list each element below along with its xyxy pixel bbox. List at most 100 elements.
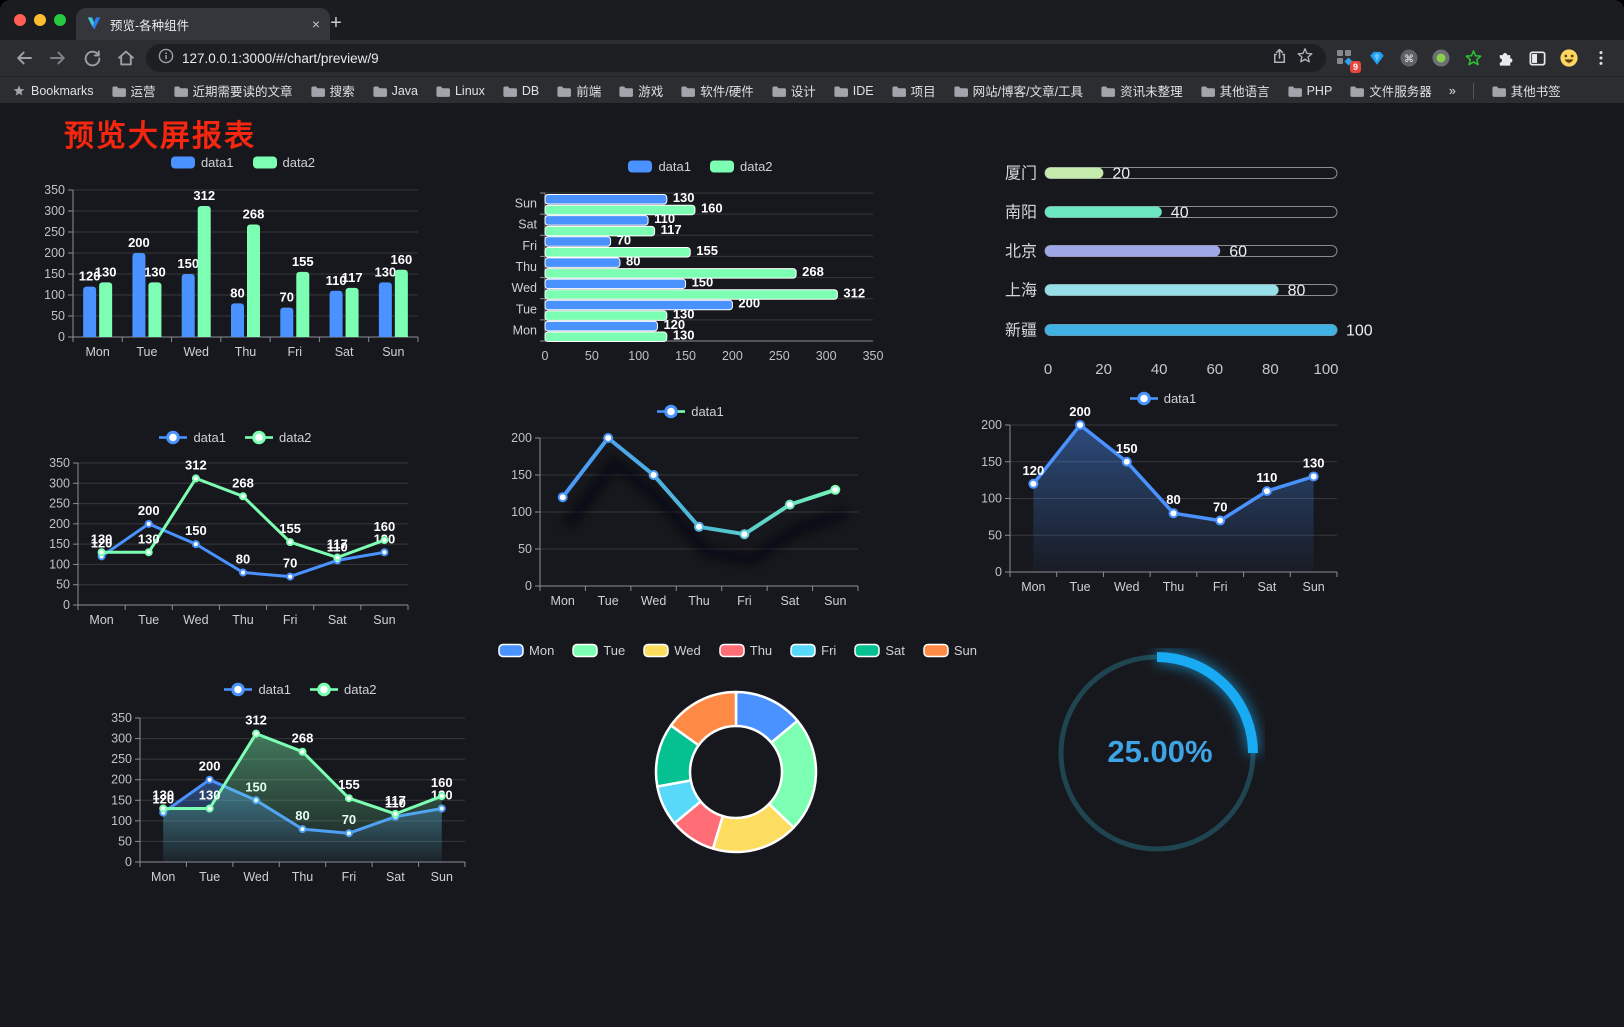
bookmark-item-Java[interactable]: Java (372, 84, 418, 98)
zoom-window-button[interactable] (54, 14, 66, 26)
bookmark-item-前端[interactable]: 前端 (556, 81, 601, 100)
svg-text:Sun: Sun (382, 345, 404, 359)
svg-text:Mon: Mon (1021, 580, 1045, 594)
bookmark-item-搜索[interactable]: 搜索 (310, 81, 355, 100)
legend-item-data1[interactable]: data1 (158, 430, 226, 445)
svg-text:Sat: Sat (1258, 580, 1277, 594)
legend-item-Sat[interactable]: Sat (854, 643, 905, 658)
new-tab-button[interactable]: + (330, 11, 342, 34)
bookmark-item-IDE[interactable]: IDE (833, 84, 874, 98)
svg-text:110: 110 (327, 539, 348, 554)
legend-item-data1[interactable]: data1 (656, 404, 724, 419)
bookmark-item-近期需要读的文章[interactable]: 近期需要读的文章 (173, 81, 293, 100)
svg-text:300: 300 (111, 732, 132, 746)
svg-text:Wed: Wed (183, 613, 209, 627)
legend-item-Mon[interactable]: Mon (498, 643, 554, 658)
close-window-button[interactable] (14, 14, 26, 26)
svg-text:100: 100 (45, 288, 65, 302)
bookmark-item-资讯未整理[interactable]: 资讯未整理 (1100, 81, 1183, 100)
svg-text:70: 70 (283, 556, 297, 571)
legend-item-data1[interactable]: data1 (627, 159, 691, 174)
legend-item-Tue[interactable]: Tue (572, 643, 625, 658)
bookmark-item-运营[interactable]: 运营 (111, 81, 156, 100)
svg-text:150: 150 (511, 468, 532, 482)
svg-text:130: 130 (375, 264, 397, 279)
extensions-puzzle-icon[interactable] (1492, 45, 1518, 71)
svg-text:100: 100 (111, 814, 132, 828)
extension-command-icon[interactable]: ⌘ (1396, 45, 1422, 71)
legend-item-data1[interactable]: data1 (223, 682, 291, 697)
svg-text:Wed: Wed (512, 281, 538, 295)
donut-chart[interactable]: Mon Tue Wed Thu Fri Sat Sun (498, 633, 977, 888)
horizontal-bar-chart[interactable]: data1 data2 Sun Sat Fri Thu Wed Tue Mon 0 50 100 150… (500, 150, 900, 378)
gauge-chart[interactable]: 25.00% (1055, 648, 1265, 863)
svg-text:70: 70 (1213, 500, 1227, 515)
bookmark-item-设计[interactable]: 设计 (771, 81, 816, 100)
svg-text:312: 312 (843, 285, 865, 300)
back-button[interactable] (10, 44, 38, 72)
legend-item-data2[interactable]: data2 (309, 682, 377, 697)
svg-text:150: 150 (185, 523, 207, 538)
bookmark-item-其他书签[interactable]: 其他书签 (1491, 81, 1561, 100)
svg-text:250: 250 (111, 752, 132, 766)
svg-text:Fri: Fri (342, 870, 357, 884)
sidebar-toggle-icon[interactable] (1524, 45, 1550, 71)
svg-text:312: 312 (193, 188, 215, 203)
extension-star-icon[interactable] (1460, 45, 1486, 71)
svg-text:117: 117 (327, 537, 348, 552)
bookmark-item-项目[interactable]: 项目 (891, 81, 936, 100)
legend-item-data1[interactable]: data1 (1129, 391, 1196, 406)
area-chart-two-series[interactable]: data1 data2 0 50 100 150 200 250 300 350 Mon Tue Wed… (110, 675, 490, 894)
svg-text:300: 300 (49, 476, 70, 490)
bookmark-item-»[interactable]: » (1448, 83, 1456, 98)
svg-text:150: 150 (675, 349, 696, 363)
bookmark-item-Bookmarks[interactable]: Bookmarks (12, 84, 94, 98)
grouped-bar-chart[interactable]: data1 data2 0 50 100 150 200 250 300 350 Mon Tue Wed… (44, 148, 440, 374)
bookmark-item-其他语言[interactable]: 其他语言 (1200, 81, 1270, 100)
bookmark-item-网站/博客/文章/工具[interactable]: 网站/博客/文章/工具 (953, 81, 1083, 100)
svg-text:160: 160 (374, 519, 396, 534)
site-info-icon[interactable] (158, 48, 174, 69)
legend-item-Fri[interactable]: Fri (790, 643, 836, 658)
svg-text:150: 150 (49, 537, 70, 551)
tab-close-icon[interactable]: × (311, 16, 320, 32)
legend-item-data1[interactable]: data1 (170, 155, 234, 170)
svg-text:北京: 北京 (1005, 243, 1037, 261)
bookmark-item-游戏[interactable]: 游戏 (618, 81, 663, 100)
legend-item-Sun[interactable]: Sun (923, 643, 977, 658)
legend-item-Wed[interactable]: Wed (643, 643, 701, 658)
home-button[interactable] (112, 44, 140, 72)
forward-button[interactable] (44, 44, 72, 72)
reload-button[interactable] (78, 44, 106, 72)
url-bar[interactable]: 127.0.0.1:3000/#/chart/preview/9 (146, 44, 1326, 72)
legend-item-data2[interactable]: data2 (252, 155, 315, 170)
svg-text:50: 50 (56, 578, 70, 592)
bookmark-star-icon[interactable] (1296, 47, 1314, 70)
line-chart-two-series[interactable]: data1 data2 0 50 100 150 200 250 300 350 Mon Tue Wed… (45, 423, 425, 642)
svg-text:80: 80 (1288, 283, 1306, 300)
browser-menu-icon[interactable] (1588, 45, 1614, 71)
extension-record-icon[interactable] (1428, 45, 1454, 71)
favicon (86, 14, 102, 35)
legend-item-data2[interactable]: data2 (709, 159, 773, 174)
svg-text:350: 350 (111, 711, 132, 725)
extension-grid-icon[interactable]: 9 (1332, 45, 1361, 73)
svg-text:130: 130 (91, 531, 113, 546)
bookmark-item-PHP[interactable]: PHP (1287, 84, 1332, 98)
minimize-window-button[interactable] (34, 14, 46, 26)
line-chart-gradient[interactable]: data1 0 50 100 150 200 Mon Tue Wed Thu Fri Sat Sun (500, 398, 880, 617)
browser-tab[interactable]: 预览-各种组件 × (76, 8, 330, 40)
area-chart-single[interactable]: data1 0 50 100 150 200 Mon Tue Wed Thu Fri Sat Sun 12… (970, 388, 1355, 604)
share-icon[interactable] (1271, 47, 1288, 70)
legend-item-data2[interactable]: data2 (244, 430, 312, 445)
bookmark-item-Linux[interactable]: Linux (435, 84, 485, 98)
bookmark-item-DB[interactable]: DB (502, 84, 539, 98)
extension-gem-icon[interactable] (1364, 45, 1390, 71)
legend-item-Thu[interactable]: Thu (719, 643, 772, 658)
progress-bar-chart[interactable]: 厦门 20 南阳 40 北京 60 上海 80 新疆 100 0 20 40 60 80 100 (995, 150, 1380, 390)
url-text[interactable]: 127.0.0.1:3000/#/chart/preview/9 (182, 50, 379, 66)
emoji-extension-icon[interactable] (1556, 45, 1582, 71)
bookmark-item-软件/硬件[interactable]: 软件/硬件 (680, 81, 754, 100)
svg-text:150: 150 (111, 793, 132, 807)
bookmark-item-文件服务器[interactable]: 文件服务器 (1349, 81, 1432, 100)
